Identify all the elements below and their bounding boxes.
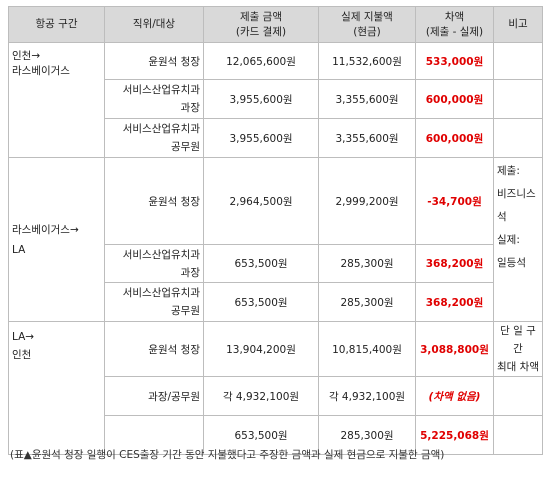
note-cell: [493, 79, 543, 119]
position-cell: 윤원석 청장: [104, 157, 204, 245]
header-row: 항공 구간 직위/대상 제출 금액 (카드 결제) 실제 지불액 (현금) 차액 (제…: [8, 6, 543, 43]
submitted-cell: 3,955,600원: [203, 118, 319, 158]
position-cell: [104, 415, 204, 455]
header-note: 비고: [493, 6, 543, 43]
table-row: 653,500원 285,300원 5,225,068원: [9, 415, 543, 455]
submitted-cell: 3,955,600원: [203, 79, 319, 119]
route-cell: 인천→ 라스베이거스: [8, 42, 105, 158]
diff-cell: 600,000원: [415, 118, 494, 158]
table-caption: (표▲윤원석 청장 일행이 CES출장 기간 동안 지불했다고 주장한 금액과 …: [10, 449, 445, 461]
actual-cell: 285,300원: [318, 244, 416, 283]
note-cell: [493, 376, 543, 416]
submitted-cell: 653,500원: [203, 415, 319, 455]
header-diff: 차액 (제출 - 실제): [415, 6, 494, 43]
note-cell: [493, 415, 543, 455]
position-cell: 윤원석 청장: [104, 321, 204, 377]
actual-cell: 3,355,600원: [318, 118, 416, 158]
position-cell: 서비스산업유치과 공무원: [104, 118, 204, 158]
table-row: 라스베이거스→ LA 윤원석 청장 2,964,500원 2,999,200원 -…: [8, 157, 543, 322]
table-row: LA→ 인천 윤원석 청장 13,904,200원 10,815,400원 3,0…: [8, 321, 543, 455]
note-cell: [493, 42, 543, 80]
actual-cell: 10,815,400원: [318, 321, 416, 377]
position-cell: 윤원석 청장: [104, 42, 204, 80]
diff-cell: 5,225,068원: [415, 415, 494, 455]
route-cell: 라스베이거스→ LA: [8, 157, 105, 322]
note-cell: 단 일 구 간 최대 차액: [493, 321, 543, 377]
table-row: 과장/공무원 각 4,932,100원 각 4,932,100원 (차액 없음): [9, 376, 543, 416]
note-cell: [493, 118, 543, 158]
submitted-cell: 각 4,932,100원: [203, 376, 319, 416]
actual-cell: 각 4,932,100원: [318, 376, 416, 416]
position-cell: 서비스산업유치과 공무원: [104, 282, 204, 322]
table-row: 서비스산업유치과 과장 3,955,600원 3,355,600원 600,000…: [9, 79, 543, 119]
submitted-cell: 653,500원: [203, 282, 319, 322]
actual-cell: 11,532,600원: [318, 42, 416, 80]
submitted-cell: 2,964,500원: [203, 157, 319, 245]
diff-cell: 368,200원: [415, 244, 494, 283]
submitted-cell: 653,500원: [203, 244, 319, 283]
position-cell: 과장/공무원: [104, 376, 204, 416]
expense-table: 항공 구간 직위/대상 제출 금액 (카드 결제) 실제 지불액 (현금) 차액 (제…: [8, 6, 543, 455]
actual-cell: 3,355,600원: [318, 79, 416, 119]
note-cell: 제출: 비즈니스석 실제: 일등석: [493, 157, 543, 322]
header-position: 직위/대상: [104, 6, 204, 43]
actual-cell: 2,999,200원: [318, 157, 416, 245]
diff-cell: 533,000원: [415, 42, 494, 80]
position-cell: 서비스산업유치과 과장: [104, 79, 204, 119]
position-cell: 서비스산업유치과 과장: [104, 244, 204, 283]
header-submitted: 제출 금액 (카드 결제): [203, 6, 319, 43]
diff-cell: (차액 없음): [415, 376, 494, 416]
diff-cell: 368,200원: [415, 282, 494, 322]
actual-cell: 285,300원: [318, 282, 416, 322]
submitted-cell: 12,065,600원: [203, 42, 319, 80]
diff-cell: 3,088,800원: [415, 321, 494, 377]
table-row: 서비스산업유치과 공무원 653,500원 285,300원 368,200원: [9, 282, 543, 322]
header-route: 항공 구간: [8, 6, 105, 43]
route-cell: LA→ 인천: [8, 321, 105, 455]
submitted-cell: 13,904,200원: [203, 321, 319, 377]
diff-cell: -34,700원: [415, 157, 494, 245]
actual-cell: 285,300원: [318, 415, 416, 455]
diff-cell: 600,000원: [415, 79, 494, 119]
header-actual: 실제 지불액 (현금): [318, 6, 416, 43]
table-row: 인천→ 라스베이거스 윤원석 청장 12,065,600원 11,532,600원…: [8, 42, 543, 158]
